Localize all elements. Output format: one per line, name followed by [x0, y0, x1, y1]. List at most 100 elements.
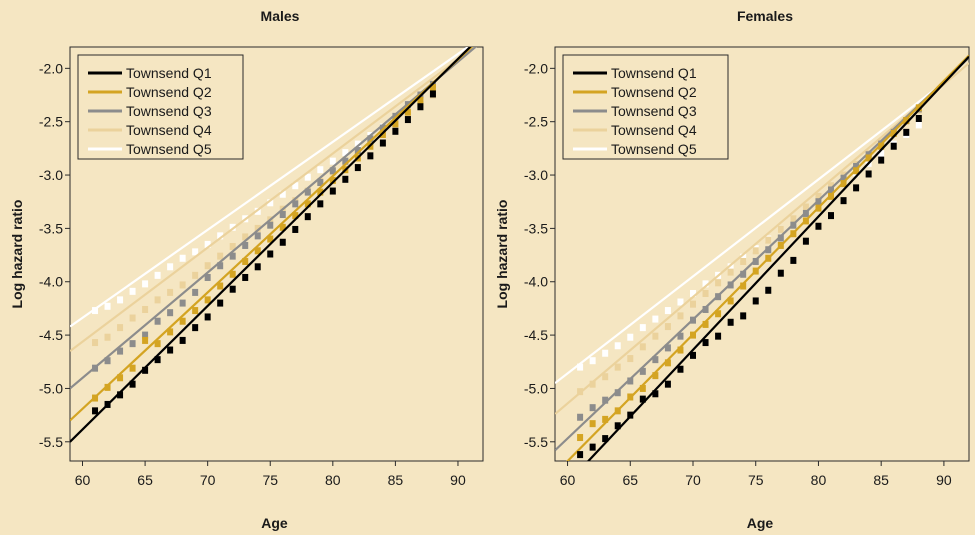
data-point-townsend-q1 — [903, 128, 910, 136]
data-point-townsend-q1 — [802, 237, 809, 245]
data-point-townsend-q1 — [342, 175, 349, 183]
data-point-townsend-q1 — [329, 187, 336, 195]
data-point-townsend-q3 — [715, 293, 722, 301]
data-point-townsend-q2 — [765, 254, 772, 262]
data-point-townsend-q3 — [329, 167, 336, 175]
data-point-townsend-q5 — [878, 150, 885, 158]
y-tick-label: -3.5 — [39, 220, 63, 236]
legend-label-townsend-q1: Townsend Q1 — [611, 65, 697, 81]
legend-label-townsend-q5: Townsend Q5 — [126, 141, 212, 157]
data-point-townsend-q1 — [379, 139, 386, 147]
data-point-townsend-q3 — [777, 234, 784, 242]
fit-line-townsend-q1 — [586, 55, 969, 461]
data-point-townsend-q2 — [179, 317, 186, 325]
data-point-townsend-q3 — [690, 316, 696, 324]
data-point-townsend-q2 — [828, 192, 834, 200]
data-point-townsend-q3 — [317, 179, 324, 187]
x-tick-label: 65 — [137, 472, 153, 488]
data-point-townsend-q3 — [752, 257, 759, 265]
data-point-townsend-q3 — [142, 331, 149, 339]
data-point-townsend-q4 — [254, 224, 261, 232]
y-tick-label: -3.5 — [524, 220, 548, 236]
data-point-townsend-q2 — [167, 328, 174, 336]
data-point-townsend-q3 — [304, 188, 311, 196]
y-tick-label: -5.5 — [39, 434, 63, 450]
data-point-townsend-q5 — [104, 302, 111, 310]
data-point-townsend-q5 — [577, 363, 584, 371]
data-point-townsend-q4 — [715, 279, 722, 287]
data-point-townsend-q2 — [417, 96, 424, 104]
data-point-townsend-q5 — [329, 157, 336, 165]
data-point-townsend-q4 — [192, 271, 199, 279]
data-point-townsend-q2 — [92, 394, 99, 402]
data-point-townsend-q2 — [602, 415, 609, 423]
data-point-townsend-q1 — [229, 285, 236, 293]
data-point-townsend-q5 — [192, 248, 199, 256]
legend-label-townsend-q1: Townsend Q1 — [126, 65, 212, 81]
data-point-townsend-q4 — [204, 262, 211, 270]
legend-label-townsend-q3: Townsend Q3 — [126, 103, 212, 119]
data-point-townsend-q2 — [715, 310, 722, 318]
data-point-townsend-q3 — [117, 347, 124, 355]
data-point-townsend-q3 — [602, 396, 609, 404]
data-point-townsend-q4 — [142, 305, 149, 313]
y-tick-label: -4.5 — [524, 327, 548, 343]
data-point-townsend-q3 — [664, 344, 671, 352]
legend-label-townsend-q2: Townsend Q2 — [126, 84, 212, 100]
data-point-townsend-q4 — [765, 236, 772, 244]
data-point-townsend-q5 — [677, 298, 684, 306]
data-point-townsend-q3 — [577, 413, 584, 421]
data-point-townsend-q1 — [752, 297, 759, 305]
data-point-townsend-q1 — [690, 351, 696, 359]
data-point-townsend-q1 — [840, 197, 847, 205]
data-point-townsend-q2 — [690, 331, 696, 339]
data-point-townsend-q1 — [702, 339, 709, 347]
data-point-townsend-q4 — [614, 363, 621, 371]
data-point-townsend-q4 — [828, 182, 834, 190]
data-point-townsend-q4 — [104, 333, 111, 341]
plot-frame — [69, 46, 484, 462]
data-point-townsend-q1 — [179, 336, 186, 344]
data-point-townsend-q1 — [317, 200, 324, 208]
x-tick-label: 70 — [200, 472, 216, 488]
data-point-townsend-q2 — [392, 120, 399, 128]
data-point-townsend-q2 — [304, 200, 311, 208]
data-point-townsend-q1 — [853, 184, 860, 192]
y-tick-label: -3.0 — [39, 167, 63, 183]
data-point-townsend-q2 — [853, 167, 860, 175]
data-point-townsend-q1 — [878, 156, 885, 164]
data-point-townsend-q3 — [828, 186, 834, 194]
data-point-townsend-q4 — [690, 300, 696, 308]
data-point-townsend-q5 — [614, 342, 621, 350]
data-point-townsend-q2 — [890, 129, 897, 137]
data-point-townsend-q5 — [317, 166, 324, 174]
data-point-townsend-q2 — [915, 104, 922, 112]
data-point-townsend-q2 — [815, 204, 822, 212]
data-point-townsend-q3 — [702, 305, 709, 313]
data-point-townsend-q1 — [354, 164, 361, 172]
fit-line-townsend-q4 — [70, 47, 477, 352]
x-axis-title: Age — [747, 515, 774, 531]
data-point-townsend-q2 — [802, 217, 809, 225]
data-point-townsend-q1 — [865, 170, 872, 178]
x-tick-label: 85 — [873, 472, 889, 488]
data-point-townsend-q4 — [167, 288, 174, 296]
data-point-townsend-q2 — [279, 223, 286, 231]
data-point-townsend-q1 — [154, 356, 161, 364]
data-point-townsend-q5 — [589, 357, 596, 365]
data-point-townsend-q1 — [740, 312, 747, 320]
data-point-townsend-q2 — [229, 270, 236, 278]
data-point-townsend-q1 — [715, 332, 722, 340]
data-point-townsend-q4 — [802, 203, 809, 211]
data-point-townsend-q1 — [652, 390, 659, 398]
data-point-townsend-q2 — [790, 230, 797, 238]
data-point-townsend-q1 — [602, 435, 609, 443]
data-point-townsend-q5 — [639, 324, 646, 332]
data-point-townsend-q2 — [627, 393, 634, 401]
data-point-townsend-q5 — [602, 349, 609, 357]
data-point-townsend-q4 — [242, 233, 249, 241]
data-point-townsend-q3 — [217, 262, 224, 270]
data-point-townsend-q1 — [765, 286, 772, 294]
data-point-townsend-q1 — [167, 346, 174, 354]
